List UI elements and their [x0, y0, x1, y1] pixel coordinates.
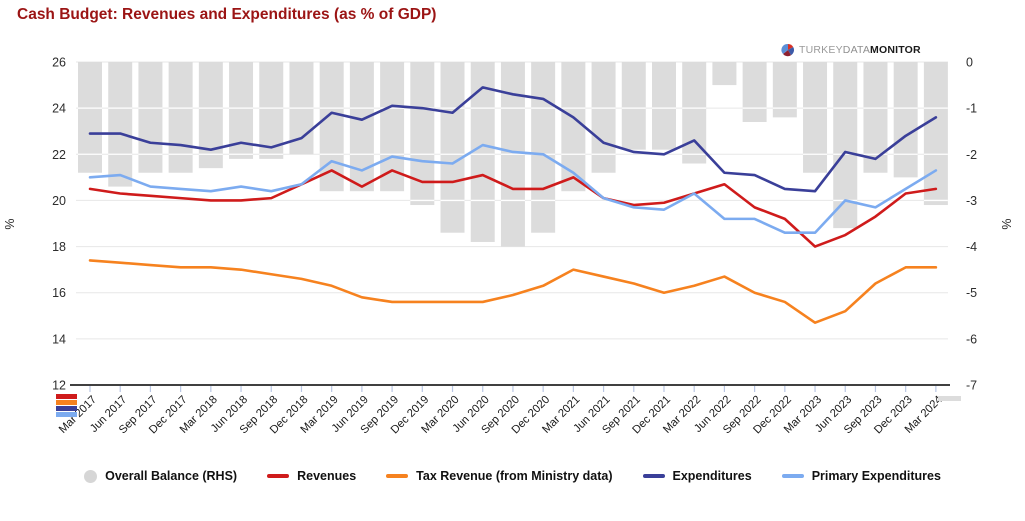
legend-label: Expenditures — [672, 469, 752, 483]
legend-label: Tax Revenue (from Ministry data) — [416, 469, 613, 483]
x-axis-ticks — [89, 386, 937, 392]
expenditures-line — [88, 86, 938, 193]
svg-text:26: 26 — [52, 56, 66, 70]
right-axis-title: % — [1000, 218, 1014, 229]
balance-bar — [621, 62, 646, 150]
balance-bar — [923, 62, 948, 206]
balance-bar — [440, 62, 465, 233]
legend-item-expenditures: Expenditures — [642, 469, 752, 483]
revenues-line — [88, 169, 938, 248]
logo-text-data: DATA — [842, 44, 871, 56]
svg-text:-2: -2 — [966, 148, 977, 162]
legend-label: Revenues — [297, 469, 357, 483]
svg-text:20: 20 — [52, 194, 66, 208]
logo-pie-icon — [781, 43, 795, 57]
series-color-key-right — [938, 396, 961, 401]
balance-bar — [78, 62, 102, 173]
svg-text:14: 14 — [52, 332, 66, 346]
balance-bar — [198, 62, 223, 169]
svg-text:18: 18 — [52, 240, 66, 254]
balance-bar — [803, 62, 828, 173]
color-key-swatch — [56, 400, 77, 405]
legend-item-tax-revenue-from-ministry-data: Tax Revenue (from Ministry data) — [386, 469, 613, 483]
left-axis-title: % — [3, 218, 17, 229]
svg-text:-7: -7 — [966, 379, 977, 393]
balance-bar — [561, 62, 586, 192]
svg-text:0: 0 — [966, 56, 973, 70]
svg-text:22: 22 — [52, 148, 66, 162]
balance-bar — [742, 62, 767, 122]
balance-bar — [893, 62, 918, 178]
legend-marker — [84, 469, 98, 483]
legend-marker — [781, 474, 804, 478]
series-color-key-left — [56, 394, 77, 417]
balance-bar — [470, 62, 495, 242]
balance-bar — [410, 62, 435, 206]
balance-bar — [712, 62, 737, 86]
balance-bar — [259, 62, 284, 159]
legend-label: Overall Balance (RHS) — [105, 469, 238, 483]
svg-text:24: 24 — [52, 102, 66, 116]
balance-bar — [108, 62, 133, 187]
svg-text:-5: -5 — [966, 286, 977, 300]
legend-item-revenues: Revenues — [267, 469, 356, 483]
chart-legend: Overall Balance (RHS) Revenues Tax Revenue… — [0, 469, 1025, 483]
legend-item-primary-expenditures: Primary Expenditures — [781, 469, 941, 483]
legend-label: Primary Expenditures — [811, 469, 941, 483]
svg-text:-4: -4 — [966, 240, 977, 254]
right-axis-labels: 0 -1 -2 -3 -4 -5 -6 -7 — [966, 56, 977, 393]
balance-bar — [168, 62, 193, 173]
legend-marker — [267, 474, 290, 478]
balance-bar — [531, 62, 556, 233]
color-key-swatch — [56, 406, 77, 411]
legend-marker — [386, 474, 409, 478]
balance-bar — [772, 62, 797, 118]
svg-text:-3: -3 — [966, 194, 977, 208]
balance-bar — [651, 62, 676, 150]
balance-bar — [138, 62, 163, 173]
svg-text:-6: -6 — [966, 332, 977, 346]
tax-revenue-from-ministry-data-line — [88, 259, 938, 325]
logo-text-turkey: TURKEY — [799, 44, 843, 56]
balance-bar — [349, 62, 374, 192]
color-key-swatch — [56, 412, 77, 417]
left-axis-labels: 26 24 22 20 18 16 14 12 — [52, 56, 66, 393]
legend-marker — [642, 474, 665, 478]
primary-expenditures-line — [88, 143, 938, 235]
chart-title: Cash Budget: Revenues and Expenditures (… — [17, 6, 437, 23]
legend-item-overall-balance-rhs: Overall Balance (RHS) — [84, 469, 237, 483]
balance-bar — [682, 62, 707, 164]
logo-text-monitor: MONITOR — [870, 44, 921, 56]
svg-text:-1: -1 — [966, 102, 977, 116]
svg-text:16: 16 — [52, 286, 66, 300]
turkeydatamonitor-logo: TURKEYDATAMONITOR — [781, 43, 921, 57]
svg-text:12: 12 — [52, 379, 66, 393]
color-key-swatch — [56, 394, 77, 399]
balance-bar — [591, 62, 616, 173]
